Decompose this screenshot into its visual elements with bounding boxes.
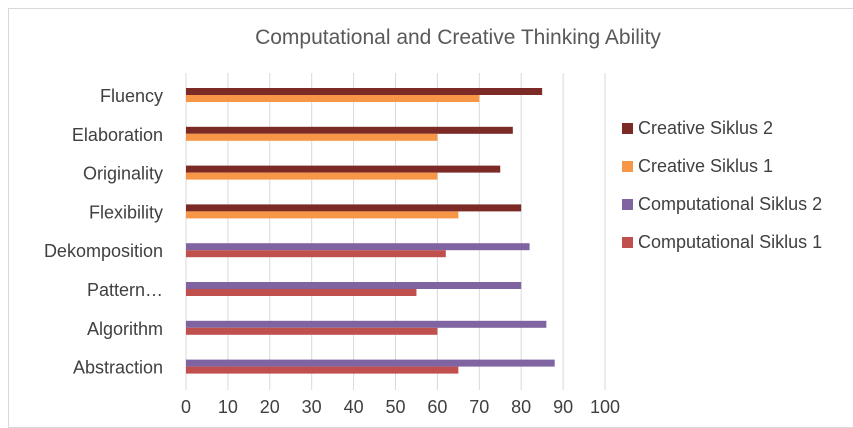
category-label: Originality [83,164,163,184]
legend-label: Creative Siklus 1 [638,156,773,176]
bar-flexibility-series1 [186,211,459,219]
x-tick-label: 60 [427,397,447,417]
grid-lines [185,73,606,390]
bar-algorithm-series2 [186,320,547,328]
legend-label: Creative Siklus 2 [638,118,773,138]
x-tick-label: 90 [553,397,573,417]
x-tick-label: 100 [590,397,620,417]
bar-algorithm-series3 [186,327,438,335]
legend-swatch [622,161,633,172]
x-tick-label: 0 [181,397,191,417]
legend-swatch [622,123,633,134]
category-label: Abstraction [73,358,163,378]
x-tick-label: 20 [260,397,280,417]
legend: Creative Siklus 2 Creative Siklus 1 Comput… [622,118,822,252]
bar-pattern-series2 [186,282,522,289]
bar-abstraction-series3 [186,366,459,374]
bar-elaboration-series0 [186,126,513,134]
bar-originality-series1 [186,172,438,180]
category-labels: Fluency Elaboration Originality Flexibility… [44,86,163,378]
bar-elaboration-series1 [186,133,438,141]
bar-fluency-series1 [186,95,480,102]
legend-swatch [622,237,633,248]
chart-title: Computational and Creative Thinking Abil… [255,26,661,49]
bar-abstraction-series2 [186,359,555,367]
bar-pattern-series3 [186,289,417,296]
legend-label: Computational Siklus 1 [638,232,822,252]
bar-fluency-series0 [186,88,543,95]
bar-flexibility-series0 [186,204,522,212]
category-label: Elaboration [72,125,163,145]
bars-group [186,88,555,374]
category-label: Dekomposition [44,241,163,261]
legend-swatch [622,199,633,210]
category-label: Algorithm [87,319,163,339]
x-tick-label: 80 [511,397,531,417]
x-tick-label: 40 [344,397,364,417]
x-tick-label: 30 [302,397,322,417]
bar-originality-series0 [186,165,501,173]
tick-labels: 0 10 20 30 40 50 60 70 80 90 100 [181,397,620,417]
category-label: Fluency [100,86,163,106]
x-tick-label: 10 [218,397,238,417]
category-label: Flexibility [89,202,163,222]
category-label: Pattern… [87,280,163,300]
x-tick-label: 50 [385,397,405,417]
bar-dekomposition-series3 [186,250,446,258]
legend-label: Computational Siklus 2 [638,194,822,214]
x-tick-label: 70 [469,397,489,417]
bar-dekomposition-series2 [186,243,530,251]
